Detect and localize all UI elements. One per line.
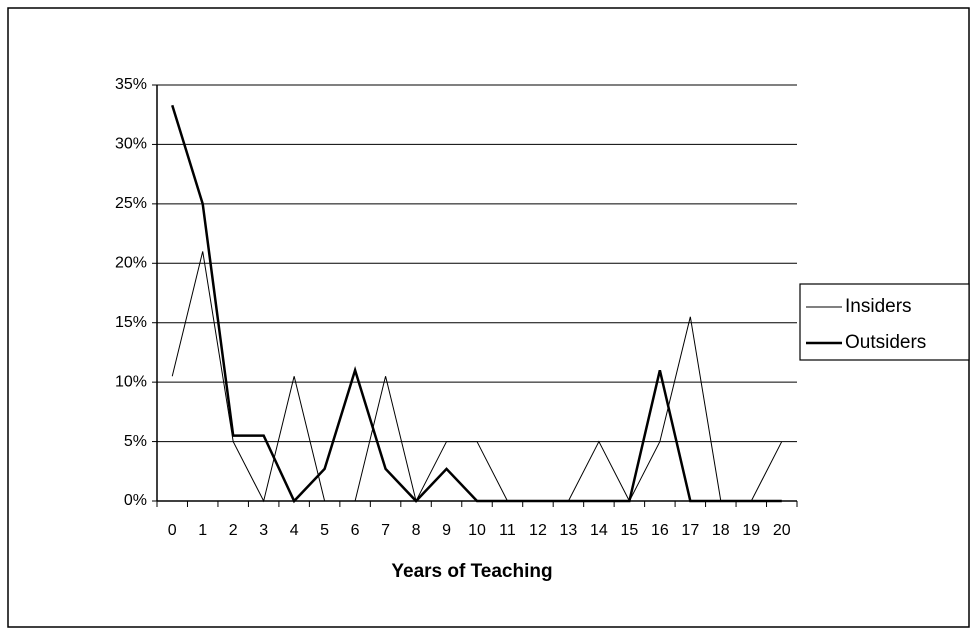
x-tick-label: 12	[529, 522, 547, 539]
x-tick-label: 14	[590, 522, 608, 539]
x-tick-label: 5	[320, 522, 329, 539]
x-tick-label: 7	[381, 522, 390, 539]
x-tick-label: 4	[290, 522, 299, 539]
x-tick-label: 1	[198, 522, 207, 539]
y-tick-label: 35%	[115, 76, 147, 93]
x-tick-label: 20	[773, 522, 791, 539]
x-tick-label: 15	[620, 522, 638, 539]
x-axis-label: Years of Teaching	[391, 561, 552, 582]
y-tick-label: 15%	[115, 314, 147, 331]
x-tick-label: 16	[651, 522, 669, 539]
y-tick-label: 20%	[115, 255, 147, 272]
x-tick-label: 3	[259, 522, 268, 539]
y-tick-label: 5%	[124, 433, 147, 450]
x-tick-label: 13	[560, 522, 578, 539]
x-tick-label: 17	[681, 522, 699, 539]
y-tick-label: 0%	[124, 492, 147, 509]
series-line	[171, 104, 782, 504]
x-tick-label: 18	[712, 522, 730, 539]
x-tick-label: 0	[168, 522, 177, 539]
legend-box	[799, 283, 970, 361]
x-tick-label: 10	[468, 522, 486, 539]
x-tick-label: 2	[229, 522, 238, 539]
x-tick-label: 9	[442, 522, 451, 539]
x-tick-label: 8	[412, 522, 421, 539]
x-tick-label: 19	[742, 522, 760, 539]
series-line	[171, 251, 783, 503]
y-tick-label: 10%	[115, 373, 147, 390]
y-tick-label: 25%	[115, 195, 147, 212]
x-tick-label: 6	[351, 522, 360, 539]
legend-label: Insiders	[845, 296, 912, 317]
x-tick-label: 11	[499, 522, 516, 539]
legend-label: Outsiders	[845, 332, 926, 353]
y-tick-label: 30%	[115, 136, 147, 153]
